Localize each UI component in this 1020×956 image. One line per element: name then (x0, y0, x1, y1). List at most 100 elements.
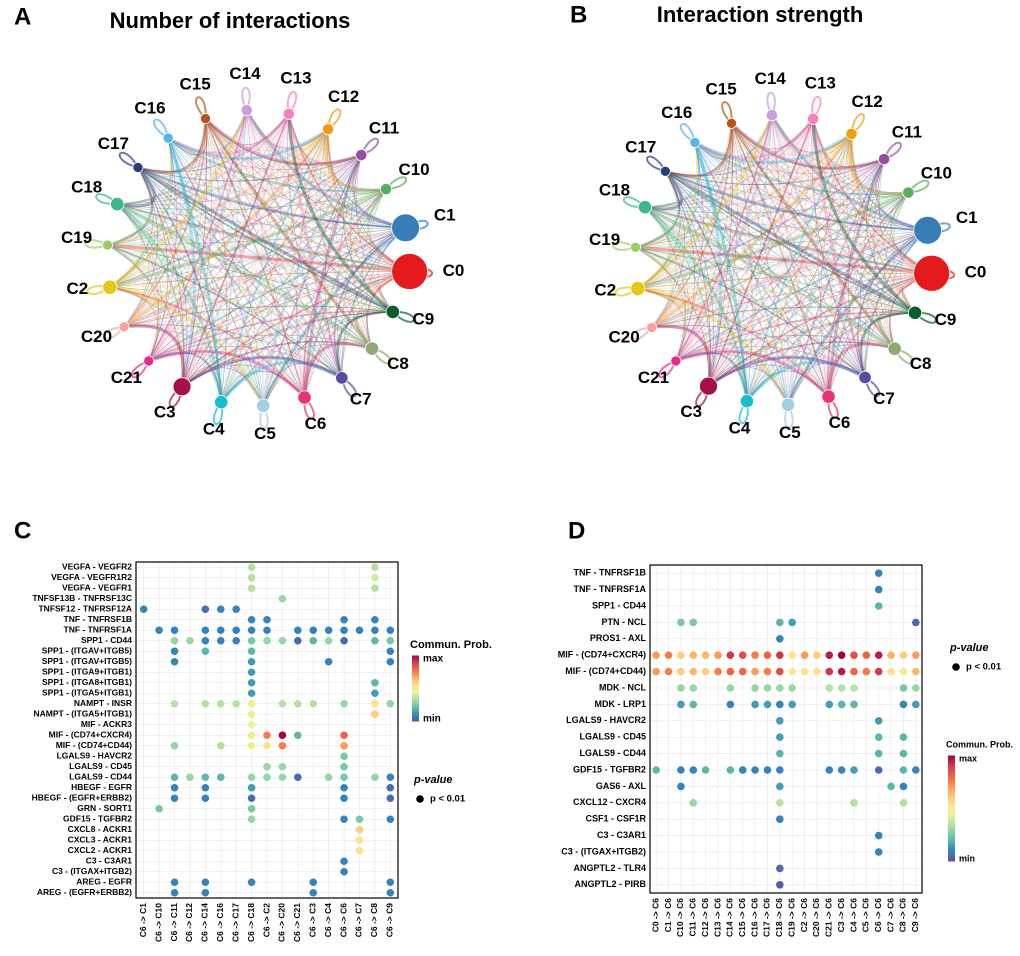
x-tick-label: C21 -> C6 (824, 898, 834, 937)
edge (167, 137, 305, 398)
edge (708, 312, 916, 387)
edge (787, 133, 852, 405)
x-tick-label: C6 -> C11 (169, 903, 179, 942)
edge (262, 227, 406, 406)
dot (751, 684, 759, 692)
node-label: C19 (589, 230, 620, 249)
edge (107, 244, 373, 349)
edge (109, 188, 387, 288)
dot (371, 584, 379, 593)
y-tick-label: MIF - (CD74+CXCR4) (558, 650, 646, 660)
self-loop (195, 96, 207, 120)
self-loop (914, 311, 937, 324)
edge (675, 192, 909, 362)
size-legend-title: p-value (949, 642, 989, 654)
dot (216, 626, 225, 635)
edge (866, 158, 916, 314)
edge (746, 230, 928, 402)
edge (246, 110, 264, 406)
edge (360, 188, 387, 349)
dot (899, 651, 908, 659)
edge (304, 129, 329, 398)
y-tick-label: SPP1 - CD44 (592, 600, 646, 610)
dot (776, 749, 784, 758)
edge (675, 351, 829, 397)
node-label: C9 (935, 310, 957, 329)
dot (355, 836, 364, 845)
dot (837, 684, 846, 692)
x-tick-label: C6 -> C6 (873, 898, 883, 933)
dot (788, 618, 796, 627)
dot (763, 684, 772, 692)
edge (137, 167, 410, 272)
node-label: C8 (910, 354, 932, 373)
edge (246, 109, 343, 379)
dot (247, 731, 256, 740)
edge (123, 154, 362, 328)
x-tick-label: C2 -> C6 (799, 898, 809, 933)
edge (109, 271, 410, 288)
edge (220, 360, 343, 404)
edge (635, 158, 885, 248)
edge (123, 227, 406, 328)
edge (109, 285, 265, 407)
edge (204, 117, 374, 350)
edge (847, 133, 909, 196)
dot (788, 684, 796, 692)
edge (694, 142, 895, 349)
edge (827, 191, 909, 397)
edge (116, 203, 305, 398)
dot (201, 794, 210, 803)
edge (746, 115, 773, 402)
edge (675, 133, 852, 362)
dot (726, 667, 735, 676)
edge (148, 129, 329, 362)
edge (850, 133, 916, 314)
edge (288, 113, 387, 190)
node-label: C21 (111, 368, 142, 387)
dot (912, 618, 920, 627)
dot (788, 700, 796, 709)
edge (665, 114, 773, 176)
edge (651, 118, 814, 328)
dot (751, 651, 759, 659)
dot (170, 657, 179, 666)
edge (644, 206, 896, 350)
edge (116, 203, 222, 403)
edge (181, 110, 248, 387)
edge (637, 115, 773, 289)
edge (148, 271, 410, 362)
dot (340, 731, 348, 740)
y-tick-label: CXCL12 - CXCR4 (573, 797, 646, 807)
dot (899, 749, 908, 758)
edge (109, 286, 147, 328)
edge (167, 137, 387, 192)
edge (167, 118, 208, 156)
node (214, 394, 229, 410)
edge (674, 114, 774, 362)
dot (170, 626, 179, 635)
dot (899, 684, 908, 692)
dot (201, 878, 210, 887)
edge (730, 122, 885, 170)
dot (677, 684, 685, 692)
dot (899, 782, 908, 791)
edge (123, 188, 387, 328)
edge (167, 137, 222, 403)
x-tick-label: C16 -> C6 (749, 898, 759, 937)
dot (340, 615, 348, 624)
node-label: C3 (680, 402, 702, 421)
edge (637, 287, 790, 406)
edge (635, 206, 669, 248)
dot (874, 651, 883, 659)
dot (170, 888, 179, 897)
edge (181, 154, 362, 387)
node-label: C7 (350, 389, 372, 408)
edge (644, 133, 852, 208)
edge (327, 129, 373, 349)
node (240, 104, 253, 117)
edge (675, 118, 814, 362)
edge (107, 138, 173, 246)
self-loop (883, 141, 902, 161)
edge (304, 271, 410, 398)
